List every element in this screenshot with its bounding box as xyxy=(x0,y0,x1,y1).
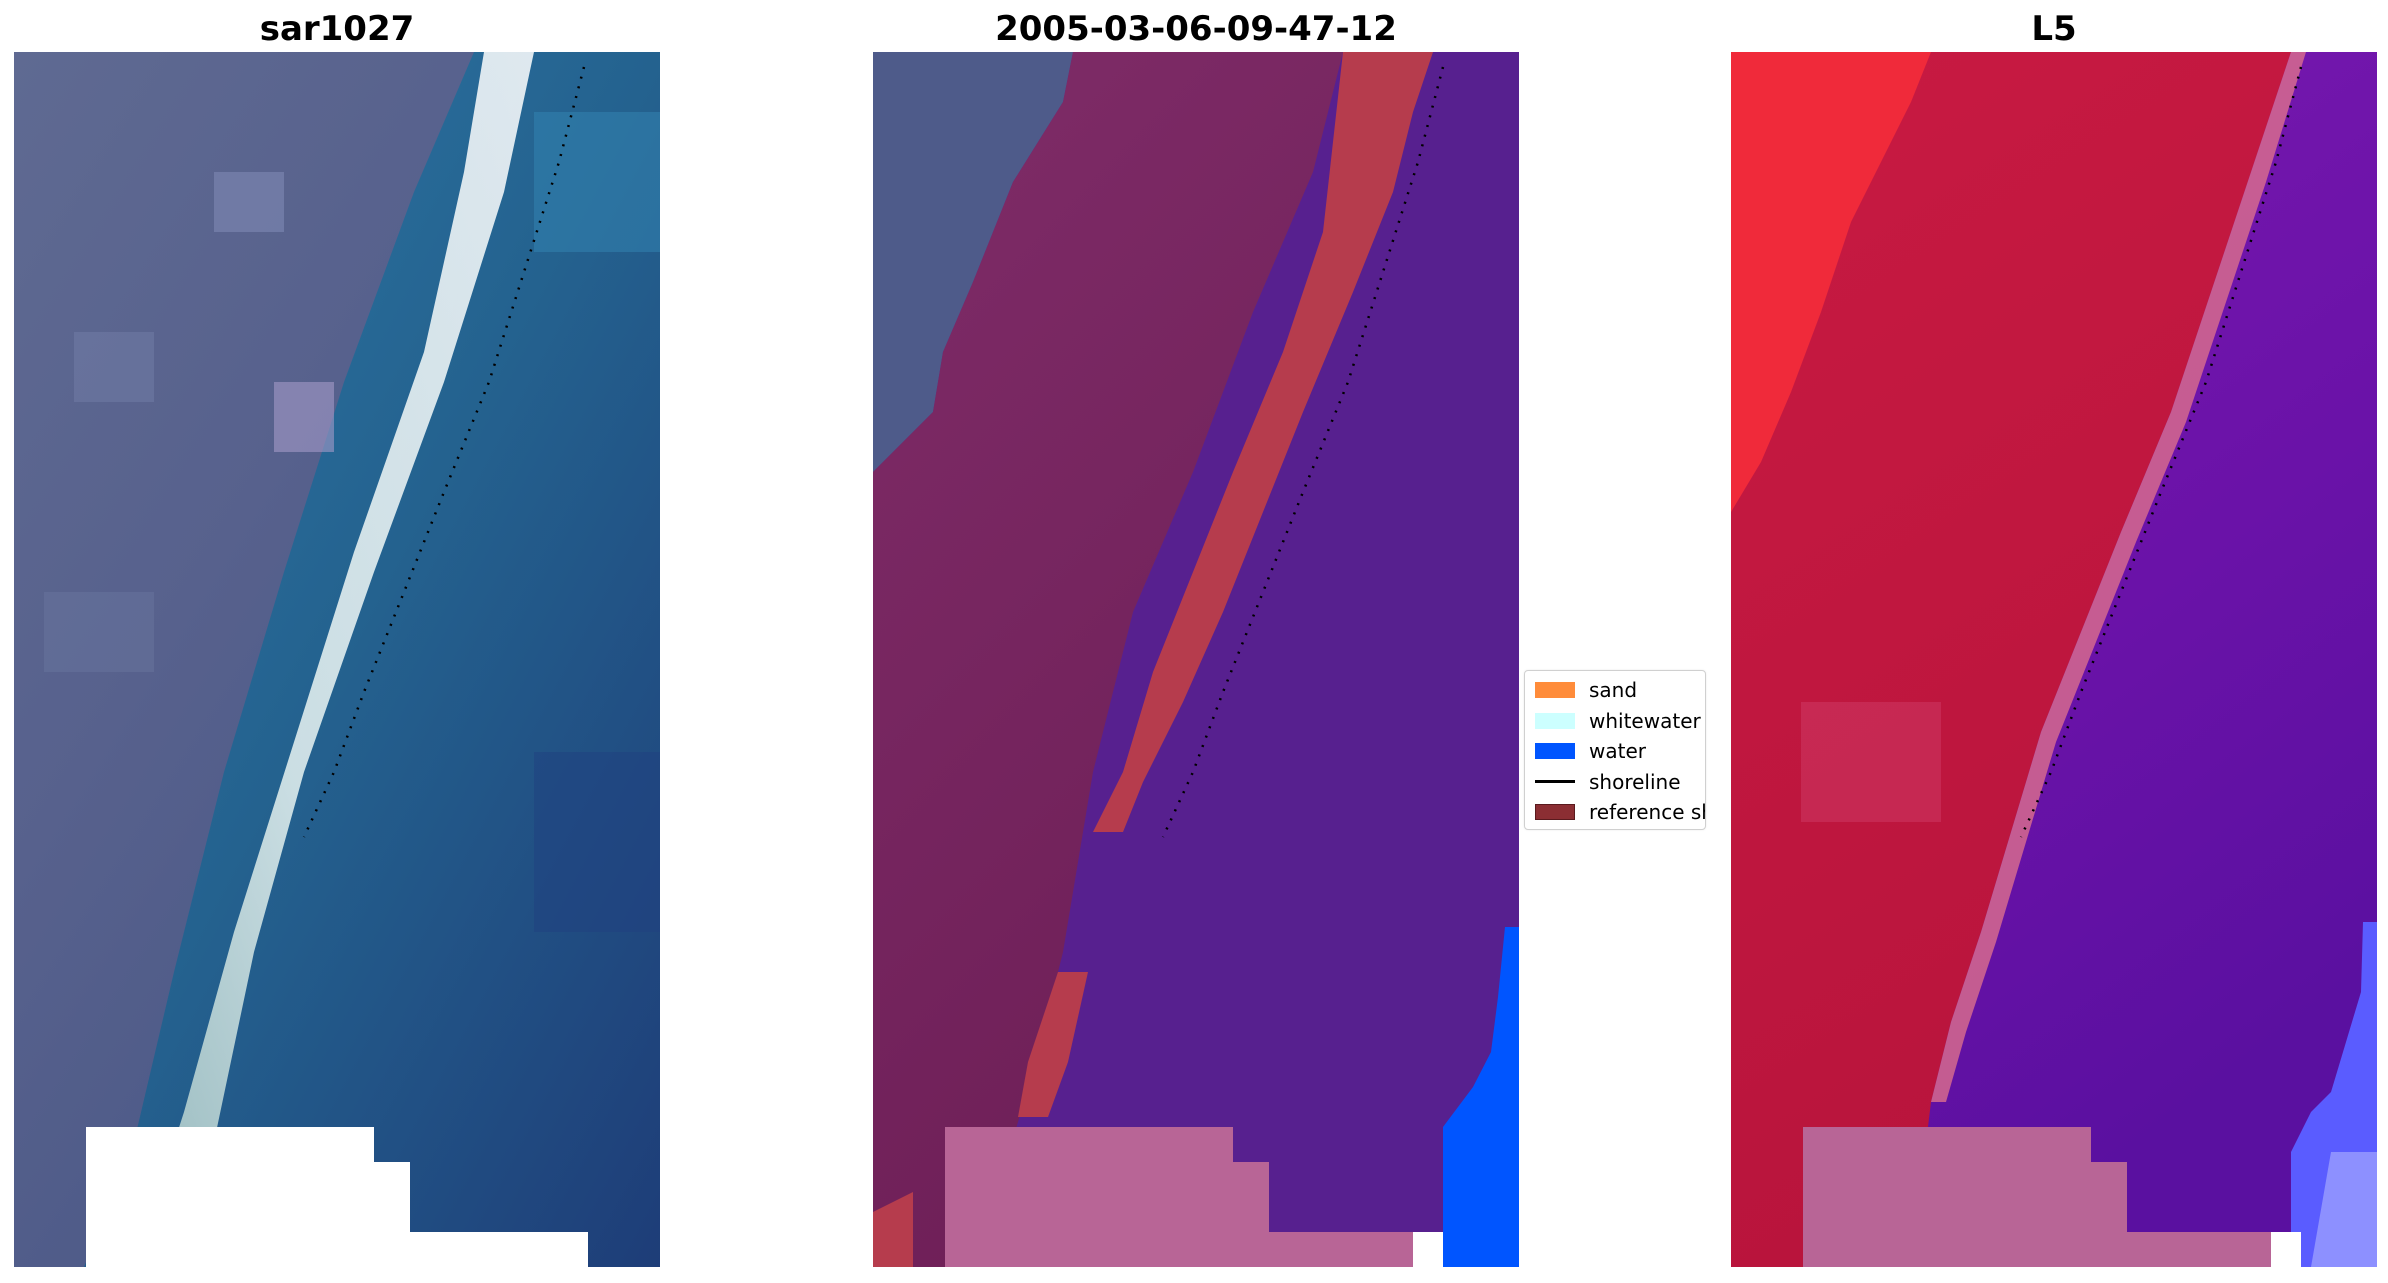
panel-title-index: L5 xyxy=(2031,9,2077,49)
legend-item-shoreline: shoreline xyxy=(1525,767,1705,798)
rgb-image xyxy=(14,52,660,1267)
sand-swatch xyxy=(1535,682,1575,699)
legend-item-whitewater: whitewater xyxy=(1525,706,1705,737)
index-image xyxy=(1731,52,2377,1267)
legend-label: whitewater xyxy=(1589,708,1701,733)
legend-item-water: water xyxy=(1525,736,1705,767)
whitewater-swatch xyxy=(1535,712,1575,729)
water-swatch xyxy=(1535,743,1575,760)
shoreline-line-swatch xyxy=(1535,780,1575,784)
legend-label: water xyxy=(1589,739,1646,764)
panel-title-classified: 2005-03-06-09-47-12 xyxy=(995,9,1397,49)
legend-label: sand xyxy=(1589,678,1638,703)
legend-item-reference-shoreline: reference shoreline xyxy=(1525,797,1705,828)
classified-image-panel xyxy=(873,52,1519,1267)
reference-shoreline-swatch xyxy=(1535,804,1575,821)
classified-image xyxy=(873,52,1519,1267)
legend: sand whitewater water shoreline referenc… xyxy=(1524,670,1706,830)
legend-label: reference shoreline xyxy=(1589,800,1705,825)
legend-label: shoreline xyxy=(1589,769,1681,794)
index-image-panel xyxy=(1731,52,2377,1267)
legend-item-sand: sand xyxy=(1525,675,1705,706)
panel-title-rgb: sar1027 xyxy=(259,9,415,49)
rgb-image-panel xyxy=(14,52,660,1267)
